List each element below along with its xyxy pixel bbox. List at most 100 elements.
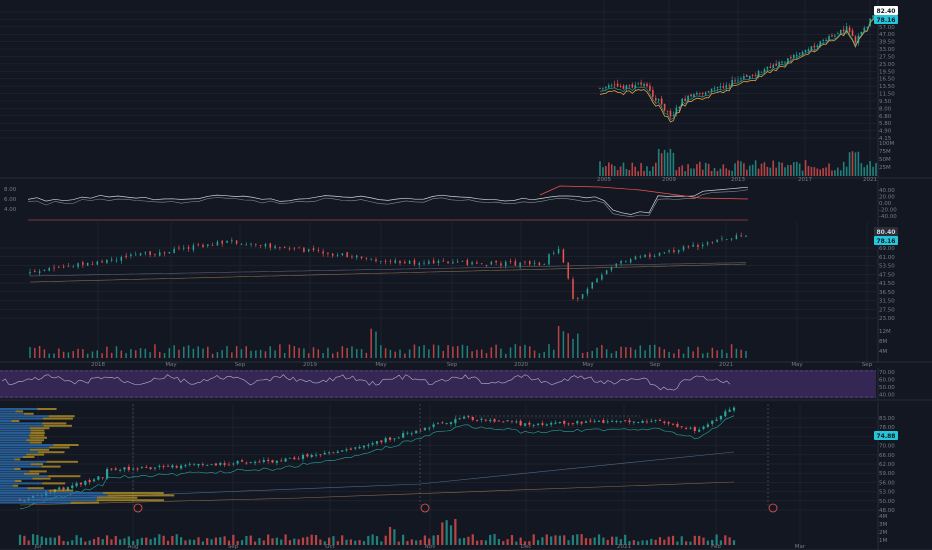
short-term-candle — [532, 425, 535, 426]
short-term-candle — [432, 424, 435, 427]
short-term-volume-bar — [610, 536, 614, 545]
x-tick-label: Sep — [447, 362, 458, 368]
short-term-candle — [153, 467, 157, 469]
short-term-volume-bar — [62, 540, 65, 545]
volume-profile-bar — [0, 496, 98, 499]
x-tick-label: Dec — [521, 544, 532, 550]
y-tick-label: 69.00 — [879, 246, 895, 252]
y-tick-label: 59.00 — [879, 471, 895, 477]
long-term-candle — [628, 84, 631, 86]
short-term-candle — [550, 422, 553, 425]
short-term-volume-bar — [71, 540, 74, 545]
short-term-volume-bar — [119, 539, 122, 545]
volume-profile-gold-bar — [49, 446, 70, 449]
mid-term-volume-bar — [269, 346, 272, 358]
mid-term-candle — [721, 238, 723, 240]
short-term-volume-bar — [471, 534, 474, 545]
long-term-candle — [690, 94, 692, 97]
volume-profile-gold-bar — [107, 494, 175, 497]
short-term-candle — [706, 424, 709, 428]
long-term-candle — [772, 64, 775, 68]
mid-term-candle — [101, 261, 103, 263]
volume-profile-bar — [0, 420, 12, 422]
long-term-volume-bar — [640, 163, 642, 176]
mid-term-volume-bar — [437, 345, 440, 358]
short-term-candle — [375, 441, 379, 444]
short-term-candle — [267, 459, 270, 461]
short-term-candle — [436, 423, 440, 425]
mid-term-volume-bar — [202, 348, 204, 358]
mid-term-candle — [649, 254, 651, 257]
long-term-volume-bar — [778, 161, 780, 176]
mid-term-last-value-tag-bg — [874, 236, 898, 245]
volume-profile-gold-bar — [38, 451, 65, 454]
mid-term-candle — [687, 246, 690, 248]
mid-term-candle — [432, 260, 435, 264]
short-term-candle — [275, 460, 278, 463]
short-term-volume-bar — [206, 538, 209, 545]
volume-profile-bar — [0, 441, 30, 444]
long-term-volume-bar — [731, 170, 733, 176]
short-term-candle — [523, 423, 527, 426]
short-term-candle — [536, 423, 540, 425]
short-term-volume-bar — [510, 535, 514, 545]
short-term-candle — [689, 427, 692, 429]
rsi-line — [1, 374, 731, 391]
mid-term-candle — [586, 288, 589, 294]
short-term-candle — [71, 485, 74, 489]
mid-term-candle — [389, 261, 392, 262]
long-term-candle — [790, 57, 792, 59]
mid-term-volume-bar — [82, 349, 84, 358]
y-tick-label: 4.90 — [879, 129, 892, 135]
y-tick-label: 53.50 — [879, 264, 895, 270]
y-tick-label: 33.00 — [879, 47, 895, 53]
long-term-candle — [672, 115, 675, 116]
long-term-candle — [860, 32, 863, 35]
short-term-volume-bar — [706, 540, 709, 545]
short-term-volume-bar — [724, 535, 727, 545]
long-term-volume-bar — [675, 170, 678, 176]
long-term-volume-bar — [734, 163, 736, 176]
mid-term-candle — [110, 259, 113, 261]
mid-term-volume-bar — [245, 346, 247, 358]
long-term-volume-bar — [860, 163, 863, 176]
mid-term-candle — [312, 248, 315, 251]
mid-term-volume-bar — [394, 351, 396, 358]
mid-term-volume-bar — [307, 353, 310, 358]
short-term-candle — [136, 468, 139, 470]
volume-profile-bar — [0, 429, 31, 432]
short-term-candle — [402, 433, 405, 438]
mid-term-candle — [43, 269, 46, 271]
x-tick-label: 2018 — [91, 362, 105, 368]
volume-profile-gold-bar — [48, 475, 81, 478]
mid-term-candle — [86, 262, 89, 266]
short-term-volume-bar — [367, 535, 370, 545]
long-term-candle — [657, 99, 660, 101]
short-term-candle — [497, 420, 501, 422]
mid-term-volume-bar — [115, 346, 118, 358]
mid-term-volume-bar — [538, 353, 541, 358]
volume-profile-gold-bar — [70, 501, 100, 504]
long-term-volume-bar — [666, 152, 669, 176]
mid-term-volume-bar — [67, 352, 70, 358]
long-term-candle — [825, 39, 827, 42]
short-term-volume-bar — [467, 536, 470, 545]
short-term-last-price-tag-bg — [874, 431, 898, 440]
mid-term-volume-bar — [351, 346, 353, 358]
short-term-volume-bar — [341, 535, 344, 545]
mid-term-candle — [629, 259, 632, 263]
mid-term-volume-bar — [413, 344, 416, 358]
mid-term-volume-bar — [533, 350, 536, 358]
short-term-volume-bar — [171, 536, 174, 545]
long-term-candle — [801, 51, 804, 55]
long-term-volume-bar — [707, 163, 710, 176]
mid-term-candle — [351, 256, 353, 258]
mid-term-candle — [226, 240, 228, 243]
mid-term-volume-bar — [452, 346, 454, 358]
short-term-candle — [724, 411, 727, 417]
short-term-candle — [415, 430, 418, 434]
short-term-volume-bar — [280, 539, 283, 545]
y-tick-label: 50.00 — [879, 499, 895, 505]
long-term-candle — [872, 15, 874, 18]
mid-term-candle — [125, 255, 127, 258]
